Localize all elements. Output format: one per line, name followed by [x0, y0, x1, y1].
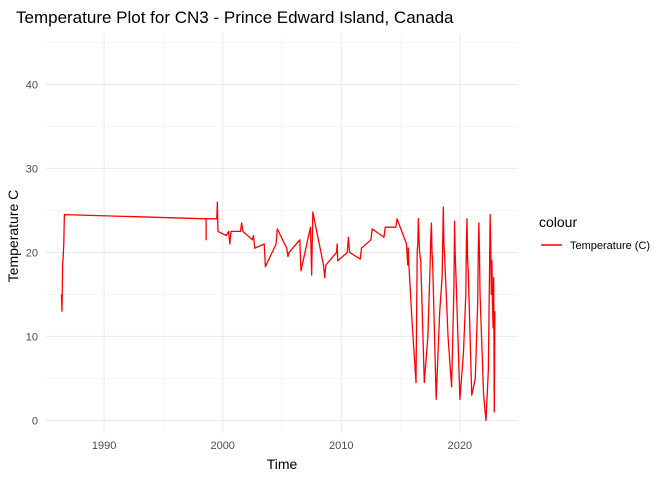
y-tick-label: 20: [26, 247, 38, 259]
x-tick-label: 2000: [210, 440, 234, 452]
y-tick-label: 40: [26, 79, 38, 91]
legend-title: colour: [539, 214, 577, 230]
y-axis-title: Temperature C: [5, 190, 21, 283]
chart-title: Temperature Plot for CN3 - Prince Edward…: [16, 8, 454, 27]
y-tick-label: 30: [26, 163, 38, 175]
y-tick-label: 0: [32, 415, 38, 427]
x-tick-label: 1990: [92, 440, 116, 452]
series-layer: [60, 201, 496, 422]
temperature-series-line: [60, 201, 496, 422]
legend: colour Temperature (C): [539, 214, 650, 252]
x-tick-label: 2020: [448, 440, 472, 452]
legend-label: Temperature (C): [570, 240, 650, 252]
x-tick-labels: 1990 2000 2010 2020: [92, 440, 472, 452]
x-tick-label: 2010: [329, 440, 353, 452]
x-axis-title: Time: [267, 456, 298, 472]
y-tick-label: 10: [26, 331, 38, 343]
y-tick-labels: 0 10 20 30 40: [26, 79, 38, 427]
